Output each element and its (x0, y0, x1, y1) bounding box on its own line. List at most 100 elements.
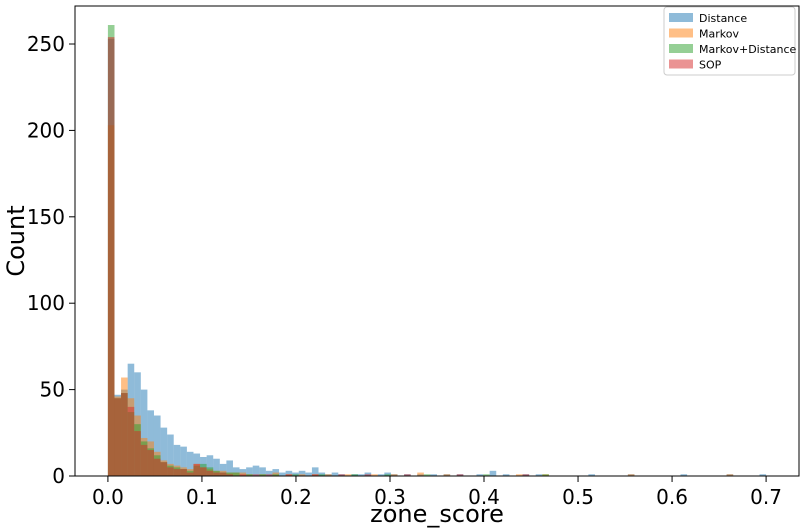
histogram-bar (515, 474, 523, 476)
histogram-bar (226, 460, 233, 476)
histogram-bar (535, 474, 543, 476)
histogram-bar (456, 474, 464, 476)
legend-label: Markov+Distance (699, 43, 797, 56)
histogram-bar (186, 451, 194, 476)
x-axis-label: zone_score (370, 500, 504, 528)
histogram-bar (160, 462, 168, 476)
histogram-bar (680, 474, 688, 476)
histogram-bar (246, 467, 253, 476)
histogram-bar (167, 434, 174, 476)
y-tick-label: 50 (40, 378, 65, 402)
histogram-bar (627, 474, 635, 476)
histogram-bar (338, 474, 345, 476)
legend-swatch (669, 13, 693, 22)
legend-swatch (669, 59, 693, 69)
histogram-bar (246, 474, 253, 476)
histogram-bar (489, 470, 497, 476)
legend-swatch (669, 28, 693, 38)
x-tick-label: 0.0 (92, 485, 124, 509)
histogram-bar (167, 467, 174, 476)
histogram-bar (292, 474, 299, 476)
histogram-bar (252, 474, 260, 476)
histogram-bar (134, 431, 141, 476)
histogram-bar (114, 398, 122, 476)
plot-frame (74, 5, 800, 477)
histogram-bar (213, 458, 220, 476)
x-tick-label: 0.4 (468, 485, 500, 509)
histogram-bar (279, 472, 286, 476)
x-tick-label: 0.3 (374, 485, 406, 509)
histogram-bar (404, 474, 411, 476)
legend: Distance Markov Markov+Distance SOP (663, 6, 797, 76)
histogram-bar (206, 470, 214, 476)
histogram-bar (417, 472, 424, 476)
y-tick-label: 100 (27, 291, 65, 315)
histogram-bar (259, 474, 266, 476)
histogram-bar (384, 474, 391, 476)
histogram-bar (476, 474, 484, 476)
y-axis-label: Count (2, 205, 30, 276)
histogram-bar (206, 455, 214, 476)
histogram-bar (153, 458, 161, 476)
histogram-bar (153, 415, 161, 476)
histogram-bar (107, 37, 115, 477)
histogram-bar (483, 474, 490, 476)
histogram-bar (588, 474, 595, 476)
histogram-bar (180, 469, 187, 476)
legend-label: SOP (699, 59, 722, 72)
histogram-bar (259, 467, 266, 476)
legend-label: Distance (699, 12, 747, 25)
histogram-bar (364, 474, 372, 476)
legend-label: Markov (699, 28, 739, 41)
histogram-bar (371, 474, 378, 476)
x-tick-label: 0.5 (562, 485, 594, 509)
legend-box (663, 6, 796, 76)
histogram-bar (344, 474, 352, 476)
histogram-bar (140, 389, 148, 476)
histogram-bar (226, 474, 233, 476)
x-tick-label: 0.6 (656, 485, 688, 509)
histogram-bar (127, 406, 135, 476)
histogram-bar (390, 474, 398, 476)
histogram-bar (180, 446, 187, 476)
histogram-bar (377, 474, 385, 476)
x-tick-label: 0.1 (186, 485, 218, 509)
histogram-bar (298, 470, 306, 476)
legend-entries: Distance Markov Markov+Distance SOP (669, 12, 797, 72)
histogram-bar (522, 474, 530, 476)
histogram-bar (265, 470, 273, 476)
legend-swatch (669, 44, 693, 53)
histogram-bar (232, 472, 240, 476)
histogram-bar (213, 472, 220, 476)
histogram-bar (272, 474, 280, 476)
histogram-bar (265, 474, 273, 476)
histogram-bar (160, 427, 168, 476)
histogram-bar (186, 472, 194, 476)
histogram-bar (193, 463, 201, 476)
histogram-bar (121, 393, 128, 476)
x-tick-label: 0.2 (280, 485, 312, 509)
histogram-bar (542, 474, 549, 476)
x-tick-label: 0.7 (750, 485, 782, 509)
histogram-bar (502, 474, 510, 476)
y-axis-ticks: 0 50 100 150 200 250 (27, 32, 75, 488)
histogram-bar (759, 474, 767, 476)
histogram-bar (200, 467, 207, 476)
histogram-bar (147, 450, 154, 476)
histogram-bar (219, 472, 227, 476)
histogram-bar (423, 474, 431, 476)
histogram-bar (173, 469, 181, 476)
x-axis-ticks: 0.0 0.1 0.2 0.3 0.4 0.5 0.6 0.7 (92, 476, 782, 509)
histogram-bar (443, 474, 451, 476)
histogram-bar (219, 463, 227, 476)
histogram-bars (107, 25, 767, 477)
histogram-bar (173, 444, 181, 476)
histogram-bar (305, 472, 312, 476)
histogram-bar (239, 474, 247, 476)
histogram-bar (311, 474, 319, 476)
histogram-bar (285, 474, 293, 476)
histogram-bar (726, 474, 734, 476)
histogram-bar (140, 444, 148, 476)
histogram-bar (232, 467, 240, 476)
y-tick-label: 150 (27, 205, 65, 229)
